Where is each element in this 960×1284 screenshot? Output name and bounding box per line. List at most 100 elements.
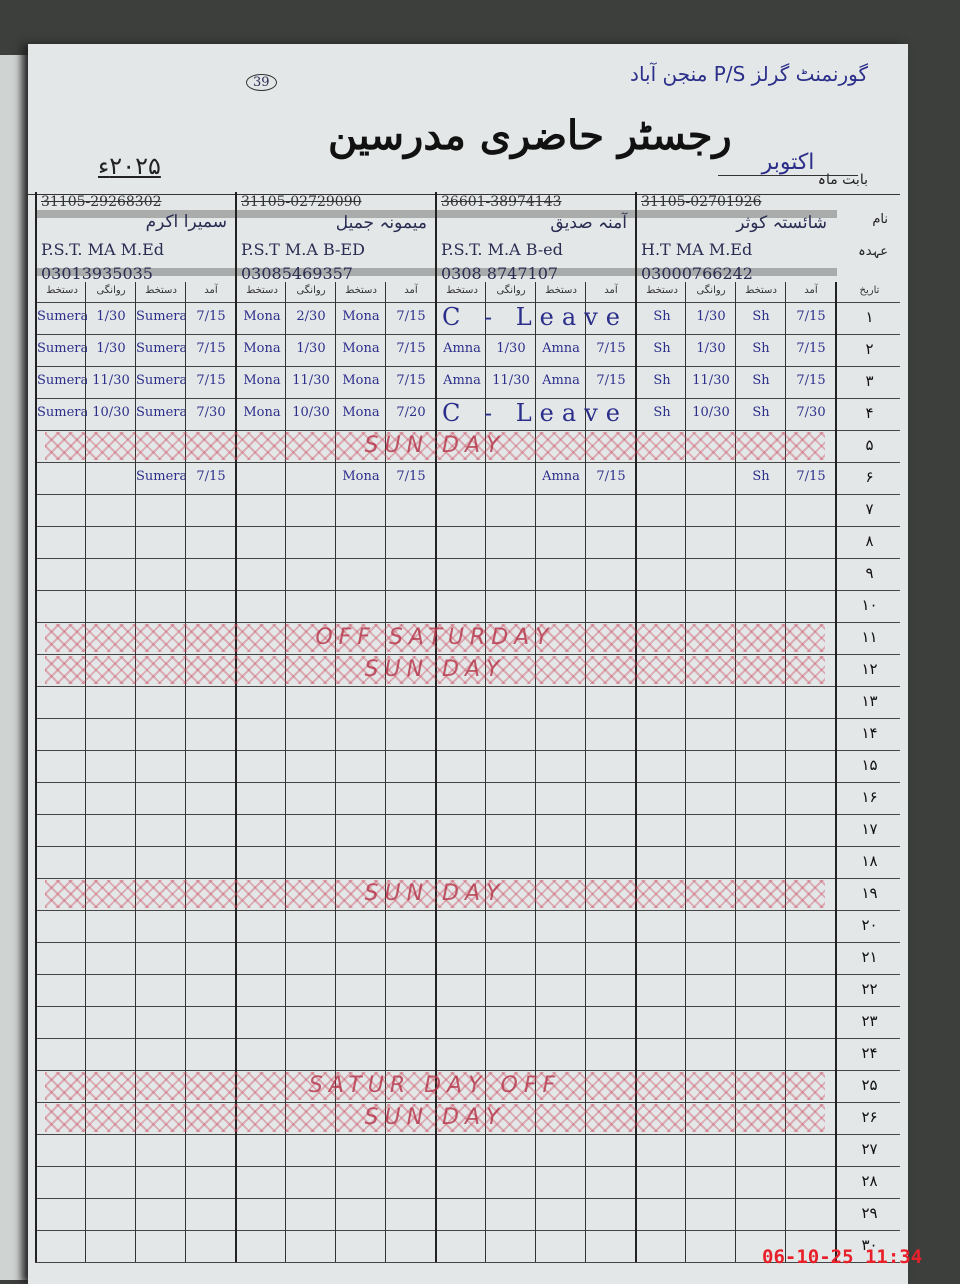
- departure-time: 11/30: [685, 366, 736, 398]
- attendance-cell: [485, 1166, 536, 1198]
- attendance-cell: [35, 846, 87, 878]
- signature-out: [235, 462, 287, 494]
- attendance-cell: [285, 654, 336, 686]
- attendance-cell: [435, 686, 487, 718]
- teacher-designation: P.S.T. M.A B-ed: [441, 240, 563, 259]
- attendance-cell: [435, 1038, 487, 1070]
- attendance-cell: [135, 590, 186, 622]
- attendance-cell: [785, 718, 836, 750]
- attendance-cell: [685, 558, 736, 590]
- column-header: دستخط: [335, 282, 386, 302]
- attendance-cell: [535, 686, 586, 718]
- teacher-phone: 0308 8747107: [441, 264, 559, 283]
- attendance-cell: [85, 622, 136, 654]
- attendance-cell: [485, 590, 536, 622]
- attendance-cell: [435, 1070, 487, 1102]
- attendance-cell: [385, 494, 436, 526]
- attendance-cell: [485, 910, 536, 942]
- attendance-cell: [685, 814, 736, 846]
- header-row: دستخط روانگی دستخط آمد دستخط روانگی دستخط آمد دس…: [35, 282, 900, 303]
- attendance-cell: [335, 974, 386, 1006]
- attendance-cell: [235, 686, 287, 718]
- attendance-cell: [385, 1102, 436, 1134]
- attendance-cell: [285, 1166, 336, 1198]
- attendance-cell: [535, 590, 586, 622]
- table-row: ۱۸: [35, 846, 900, 879]
- attendance-cell: [585, 942, 636, 974]
- attendance-cell: [85, 558, 136, 590]
- attendance-cell: [485, 654, 536, 686]
- arrival-time: 7/15: [785, 366, 836, 398]
- arrival-time: 7/15: [785, 334, 836, 366]
- attendance-cell: [35, 526, 87, 558]
- teacher-phone: 03085469357: [241, 264, 353, 283]
- teacher-cnic: 31105-02729090: [241, 194, 362, 210]
- attendance-cell: [385, 782, 436, 814]
- table-row: ۳۰: [35, 1230, 900, 1263]
- arrival-time: 7/15: [585, 462, 636, 494]
- signature-out: Mona: [235, 398, 287, 430]
- attendance-cell: [185, 1198, 236, 1230]
- date-cell: ۱۲: [835, 654, 902, 686]
- column-header: دستخط: [535, 282, 586, 302]
- attendance-cell: [485, 430, 536, 462]
- departure-time: 10/30: [685, 398, 736, 430]
- signature-in: Sumera: [135, 366, 186, 398]
- attendance-cell: [135, 1230, 186, 1262]
- attendance-cell: [535, 1134, 586, 1166]
- attendance-cell: [35, 1198, 87, 1230]
- table-row: ۱۴: [35, 718, 900, 751]
- attendance-cell: [585, 686, 636, 718]
- teacher-info: 31105-02701926 شائستہ کوثر H.T MA M.Ed 0…: [635, 192, 837, 300]
- attendance-cell: [585, 1102, 636, 1134]
- departure-time: 1/30: [85, 302, 136, 334]
- attendance-cell: [385, 750, 436, 782]
- attendance-cell: [635, 654, 687, 686]
- column-header: آمد: [585, 282, 636, 302]
- attendance-cell: [585, 974, 636, 1006]
- attendance-cell: [435, 1134, 487, 1166]
- attendance-cell: [385, 558, 436, 590]
- attendance-cell: [785, 1134, 836, 1166]
- date-cell: ۱۱: [835, 622, 902, 654]
- departure-time: 11/30: [85, 366, 136, 398]
- attendance-cell: [585, 1134, 636, 1166]
- table-row: ۱۹ SUN DAY: [35, 878, 900, 911]
- attendance-cell: [435, 558, 487, 590]
- attendance-cell: [735, 974, 786, 1006]
- attendance-cell: [585, 590, 636, 622]
- date-cell: ۲۴: [835, 1038, 902, 1070]
- attendance-cell: [685, 686, 736, 718]
- attendance-cell: [35, 910, 87, 942]
- table-row: ۹: [35, 558, 900, 591]
- attendance-cell: [85, 1198, 136, 1230]
- attendance-cell: [235, 910, 287, 942]
- attendance-cell: [285, 1198, 336, 1230]
- attendance-cell: [585, 654, 636, 686]
- attendance-cell: [535, 1070, 586, 1102]
- signature-out: [435, 462, 487, 494]
- signature-out: [635, 462, 687, 494]
- attendance-cell: [385, 1070, 436, 1102]
- school-name: گورنمنٹ گرلز P/S منجن آباد: [630, 62, 868, 86]
- teacher-designation: P.S.T. MA M.Ed: [41, 240, 164, 259]
- attendance-cell: [535, 878, 586, 910]
- attendance-cell: [385, 622, 436, 654]
- attendance-cell: [335, 782, 386, 814]
- attendance-cell: [635, 590, 687, 622]
- attendance-cell: [85, 526, 136, 558]
- attendance-cell: [235, 1134, 287, 1166]
- attendance-cell: [235, 430, 287, 462]
- table-row: ۲۸: [35, 1166, 900, 1199]
- attendance-cell: [85, 1038, 136, 1070]
- table-row: ۱۶: [35, 782, 900, 815]
- attendance-cell: [735, 1006, 786, 1038]
- attendance-cell: [235, 878, 287, 910]
- arrival-time: 7/30: [185, 398, 236, 430]
- attendance-cell: [535, 526, 586, 558]
- attendance-cell: [685, 526, 736, 558]
- attendance-cell: [35, 1102, 87, 1134]
- signature-in: Sumera: [135, 462, 186, 494]
- attendance-cell: [785, 1006, 836, 1038]
- register-title: رجسٹر حاضری مدرسین: [328, 112, 732, 159]
